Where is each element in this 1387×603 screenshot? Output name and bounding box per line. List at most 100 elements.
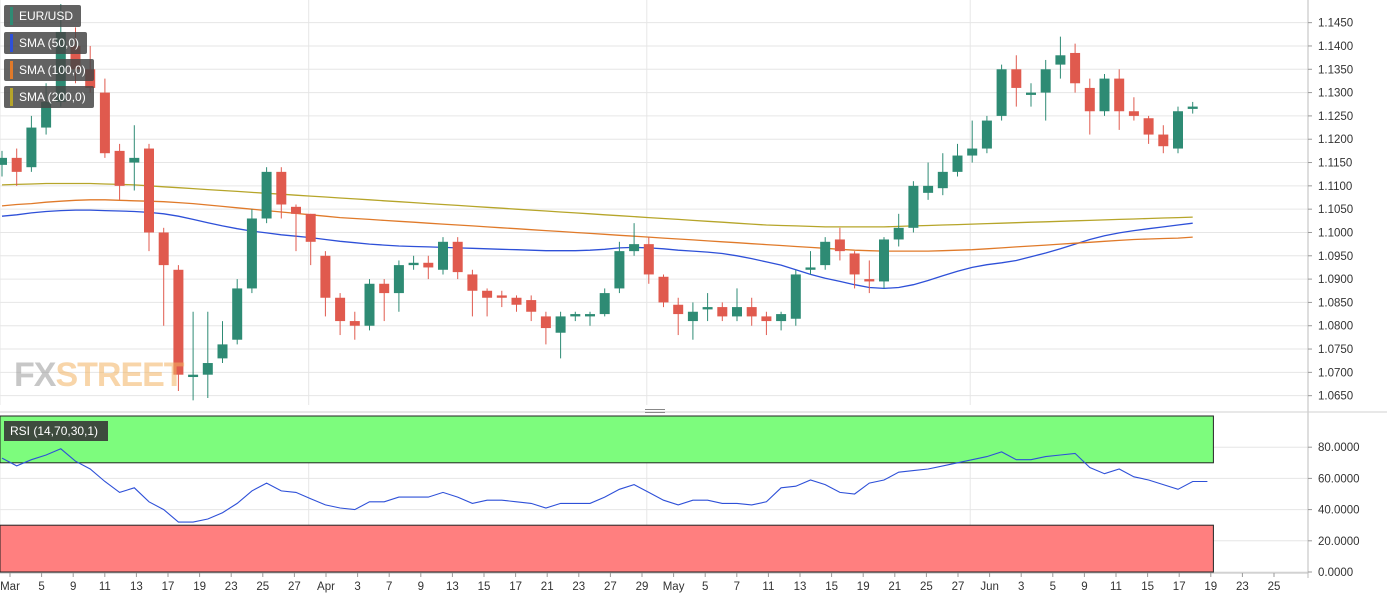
legend-swatch-sma100 <box>10 61 13 79</box>
rsi-oversold-band <box>0 524 1214 573</box>
candle-body-up <box>1099 78 1110 112</box>
candle-body-down <box>864 279 875 282</box>
candle-body-up <box>805 267 816 270</box>
candle-body-up <box>893 227 904 240</box>
rsi-tick-label: 80.0000 <box>1318 442 1360 454</box>
candle-body-up <box>129 157 140 163</box>
candle-body-down <box>173 269 184 375</box>
candle-body-up <box>599 293 610 315</box>
candle-body-up <box>217 344 228 359</box>
candle <box>614 241 625 294</box>
time-tick-label: 19 <box>857 581 870 593</box>
candle <box>452 237 463 280</box>
candle <box>805 251 816 275</box>
candle-body-up <box>188 374 199 378</box>
rsi-legend[interactable]: RSI (14,70,30,1) <box>4 421 109 441</box>
candle-body-up <box>952 155 963 172</box>
candle-body-up <box>776 314 787 322</box>
candle-body-up <box>202 363 213 375</box>
legend-label-sma200: SMA (200,0) <box>19 90 86 104</box>
candle-body-up <box>702 307 713 310</box>
candle <box>834 227 845 261</box>
rsi-tick-label: 60.0000 <box>1318 473 1360 485</box>
price-tick-label: 1.0950 <box>1318 251 1353 263</box>
candle <box>1011 55 1022 107</box>
candle <box>937 153 948 196</box>
candle <box>570 311 581 322</box>
candle <box>732 288 742 322</box>
candle <box>261 167 272 224</box>
time-tick-label: Mar <box>0 581 20 593</box>
candle-body-up <box>261 171 272 219</box>
candle <box>1173 106 1183 154</box>
time-tick-label: 25 <box>920 581 933 593</box>
candle-body-down <box>482 290 493 298</box>
candle <box>467 269 478 317</box>
candle <box>1158 125 1169 154</box>
candle <box>1070 43 1081 93</box>
candle <box>1084 78 1095 135</box>
candle <box>379 279 390 322</box>
candle-body-up <box>908 185 919 228</box>
candle-body-down <box>158 232 169 266</box>
time-tick-label: Apr <box>317 581 335 593</box>
candle-body-up <box>232 288 243 340</box>
candle-body-down <box>717 307 728 317</box>
rsi-line <box>1 448 1208 523</box>
candle-body-down <box>1143 118 1154 135</box>
legend-sma100[interactable]: SMA (100,0) <box>4 59 94 81</box>
candle <box>11 148 22 186</box>
candle <box>0 150 7 177</box>
rsi-tick-label: 40.0000 <box>1318 505 1360 517</box>
pane-splitter-handle[interactable] <box>645 409 665 413</box>
candle-body-down <box>658 276 669 303</box>
candle <box>923 162 934 200</box>
legend-sma50[interactable]: SMA (50,0) <box>4 32 88 54</box>
candle <box>188 311 199 401</box>
candle <box>1187 101 1198 114</box>
legend-eurusd[interactable]: EUR/USD <box>4 5 82 27</box>
candle-body-down <box>291 206 301 214</box>
candle <box>658 274 669 308</box>
candle <box>408 255 419 270</box>
time-tick-label: 3 <box>1018 581 1024 593</box>
price-tick-label: 1.0750 <box>1318 344 1353 356</box>
candle <box>643 237 654 284</box>
time-tick-label: 23 <box>225 581 238 593</box>
candle-body-up <box>364 283 375 326</box>
rsi-overbought-band <box>0 415 1214 464</box>
price-tick-label: 1.1200 <box>1318 134 1353 146</box>
candle <box>1055 36 1066 79</box>
time-tick-label: May <box>663 581 685 593</box>
candle <box>717 302 728 322</box>
price-tick-label: 1.1300 <box>1318 88 1353 100</box>
candle <box>305 213 316 266</box>
candle-body-down <box>511 297 522 305</box>
time-tick-label: 9 <box>1081 581 1087 593</box>
time-tick-label: 25 <box>256 581 269 593</box>
time-tick-label: Jun <box>980 581 999 593</box>
time-tick-label: 23 <box>1236 581 1249 593</box>
candle-body-down <box>114 150 125 186</box>
time-tick-label: 9 <box>70 581 76 593</box>
candle <box>702 293 713 322</box>
time-tick-label: 15 <box>478 581 491 593</box>
candle-body-down <box>467 274 478 291</box>
candle <box>687 302 698 340</box>
legend-label-sma100: SMA (100,0) <box>19 63 86 77</box>
candle <box>1040 59 1051 121</box>
rsi-tick-label: 0.0000 <box>1318 567 1353 579</box>
candle-body-up <box>1055 55 1066 65</box>
candle-body-up <box>732 307 742 317</box>
time-tick-label: 21 <box>541 581 554 593</box>
candle <box>246 209 257 294</box>
candle <box>291 204 301 252</box>
legend-sma200[interactable]: SMA (200,0) <box>4 86 94 108</box>
candle-body-up <box>629 244 640 252</box>
time-tick-label: 19 <box>193 581 206 593</box>
candle-body-up <box>937 171 948 189</box>
candle <box>99 78 110 158</box>
candle-body-down <box>1011 69 1022 88</box>
candle <box>393 260 404 312</box>
candle <box>438 237 448 275</box>
